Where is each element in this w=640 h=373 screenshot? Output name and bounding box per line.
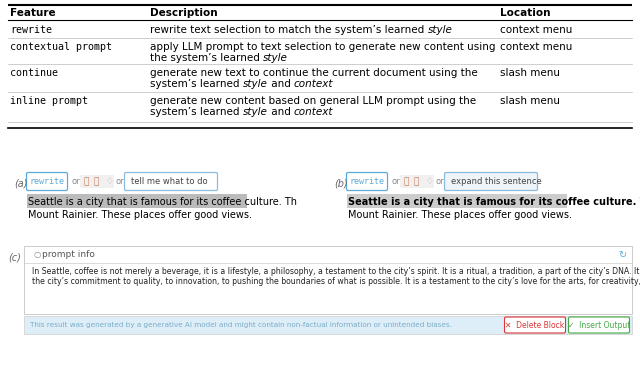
Text: continue: continue — [10, 68, 58, 78]
Text: or: or — [71, 177, 79, 186]
FancyBboxPatch shape — [568, 317, 630, 333]
Text: 👍: 👍 — [83, 177, 88, 186]
Bar — [27, 194, 247, 208]
Text: ✕  Delete Block: ✕ Delete Block — [506, 320, 564, 329]
Text: the system’s learned: the system’s learned — [150, 53, 263, 63]
Text: the city’s commitment to quality, to innovation, to pushing the boundaries of wh: the city’s commitment to quality, to inn… — [32, 277, 640, 286]
Text: This result was generated by a generative AI model and might contain non-factual: This result was generated by a generativ… — [30, 322, 452, 328]
FancyBboxPatch shape — [445, 172, 538, 191]
FancyBboxPatch shape — [125, 172, 218, 191]
Text: expand this sentence: expand this sentence — [451, 177, 541, 186]
Text: slash menu: slash menu — [500, 68, 560, 78]
Text: ✓  Insert Output: ✓ Insert Output — [568, 320, 630, 329]
Text: (c): (c) — [8, 252, 21, 262]
Text: style: style — [243, 79, 268, 89]
Text: 👍: 👍 — [403, 177, 408, 186]
Text: rewrite: rewrite — [349, 177, 385, 186]
Text: In Seattle, coffee is not merely a beverage, it is a lifestyle, a philosophy, a : In Seattle, coffee is not merely a bever… — [32, 267, 640, 276]
Text: style: style — [243, 107, 268, 117]
Text: and: and — [268, 107, 294, 117]
Text: Mount Rainier. These places offer good views.: Mount Rainier. These places offer good v… — [348, 210, 572, 220]
Text: context menu: context menu — [500, 25, 572, 35]
Text: apply LLM prompt to text selection to generate new content using: apply LLM prompt to text selection to ge… — [150, 42, 495, 52]
Text: Seattle is a city that is famous for its coffee culture. Th: Seattle is a city that is famous for its… — [28, 197, 297, 207]
Text: 👎: 👎 — [414, 177, 419, 186]
Text: ○: ○ — [34, 250, 41, 259]
FancyBboxPatch shape — [400, 175, 434, 188]
Text: Description: Description — [150, 8, 218, 18]
Text: tell me what to do: tell me what to do — [131, 177, 207, 186]
Text: or: or — [115, 177, 124, 186]
Text: style: style — [263, 53, 288, 63]
Bar — [347, 194, 567, 208]
Text: Feature: Feature — [10, 8, 56, 18]
Text: system’s learned: system’s learned — [150, 79, 243, 89]
Text: (b): (b) — [334, 178, 348, 188]
Text: Mount Rainier. These places offer good views.: Mount Rainier. These places offer good v… — [28, 210, 252, 220]
Text: Seattle is a city that is famous for its coffee culture. Th: Seattle is a city that is famous for its… — [348, 197, 640, 207]
Text: (a): (a) — [14, 178, 28, 188]
Text: ♢: ♢ — [105, 177, 113, 186]
Text: generate new text to continue the current document using the: generate new text to continue the curren… — [150, 68, 477, 78]
Text: rewrite: rewrite — [10, 25, 52, 35]
Text: rewrite text selection to match the system’s learned: rewrite text selection to match the syst… — [150, 25, 428, 35]
Text: generate new content based on general LLM prompt using the: generate new content based on general LL… — [150, 96, 476, 106]
Text: system’s learned: system’s learned — [150, 107, 243, 117]
Text: context: context — [294, 79, 333, 89]
FancyBboxPatch shape — [26, 172, 67, 191]
Text: rewrite: rewrite — [29, 177, 65, 186]
Text: ♢: ♢ — [425, 177, 433, 186]
Text: or: or — [435, 177, 444, 186]
Text: inline prompt: inline prompt — [10, 96, 88, 106]
Text: 👎: 👎 — [94, 177, 99, 186]
FancyBboxPatch shape — [80, 175, 114, 188]
Bar — [24, 316, 632, 334]
FancyBboxPatch shape — [346, 172, 387, 191]
Text: or: or — [391, 177, 399, 186]
Text: style: style — [428, 25, 452, 35]
Text: contextual prompt: contextual prompt — [10, 42, 112, 52]
Text: prompt info: prompt info — [42, 250, 95, 259]
Text: context: context — [294, 107, 333, 117]
Text: and: and — [268, 79, 294, 89]
Text: ↻: ↻ — [618, 250, 626, 260]
Text: slash menu: slash menu — [500, 96, 560, 106]
Text: Location: Location — [500, 8, 550, 18]
FancyBboxPatch shape — [504, 317, 566, 333]
Text: context menu: context menu — [500, 42, 572, 52]
FancyBboxPatch shape — [24, 246, 632, 314]
